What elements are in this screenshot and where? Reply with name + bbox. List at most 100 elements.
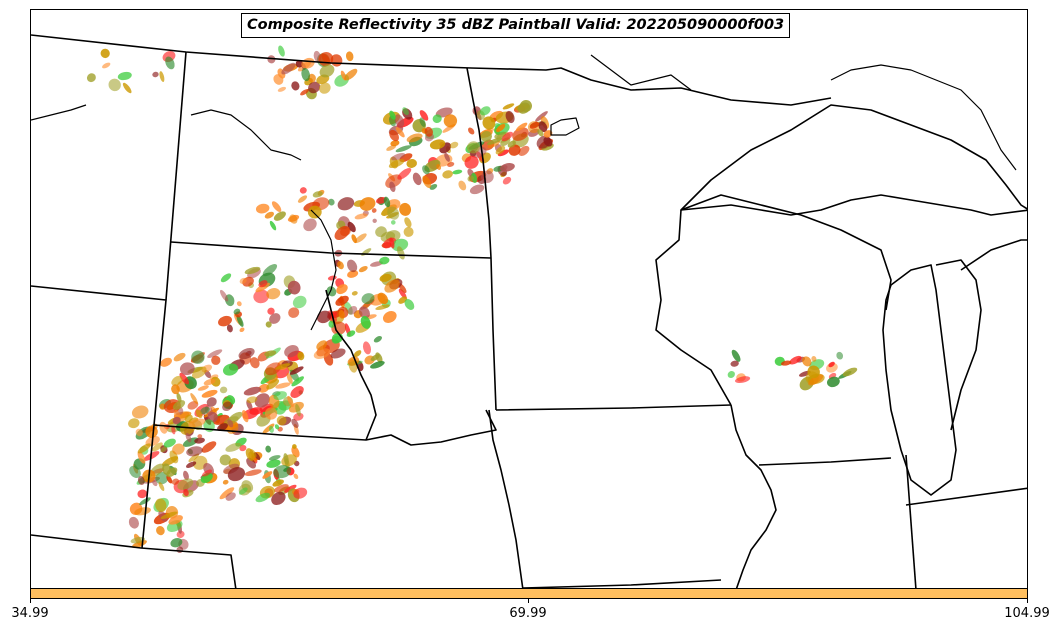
reflectivity-blob — [227, 467, 245, 482]
reflectivity-blob — [191, 350, 205, 364]
reflectivity-blob — [328, 198, 335, 206]
reflectivity-blob — [262, 264, 278, 277]
reflectivity-blob — [395, 145, 412, 153]
reflectivity-blob — [183, 470, 189, 481]
reflectivity-blob — [293, 412, 304, 421]
reflectivity-blob — [807, 365, 820, 379]
reflectivity-blob — [190, 393, 198, 405]
reflectivity-blob — [156, 526, 165, 536]
reflectivity-blob — [159, 421, 168, 434]
reflectivity-blob — [293, 473, 299, 480]
reflectivity-blob — [265, 445, 272, 453]
reflectivity-blob — [316, 340, 328, 351]
reflectivity-blob — [449, 141, 459, 149]
reflectivity-blob — [501, 131, 513, 142]
reflectivity-blob — [137, 443, 151, 454]
reflectivity-blob — [284, 484, 297, 493]
sd-ne-border — [153, 409, 497, 446]
reflectivity-blob — [429, 139, 446, 150]
reflectivity-blob — [396, 246, 405, 260]
reflectivity-blob — [345, 51, 354, 62]
reflectivity-blob — [160, 357, 172, 367]
reflectivity-blob — [517, 102, 531, 114]
reflectivity-blob — [197, 385, 209, 391]
reflectivity-blob — [139, 497, 151, 506]
reflectivity-blob — [495, 145, 506, 155]
reflectivity-blob — [507, 140, 516, 148]
reflectivity-blob — [255, 203, 270, 214]
reflectivity-blob — [464, 155, 479, 169]
reflectivity-blob — [255, 282, 270, 293]
reflectivity-blob — [250, 357, 260, 369]
missouri-river — [325, 289, 377, 441]
reflectivity-blob — [467, 175, 474, 182]
reflectivity-blob — [160, 446, 168, 453]
reflectivity-blob — [262, 471, 273, 479]
reflectivity-blob — [458, 180, 467, 191]
colorbar-tick — [528, 599, 529, 603]
reflectivity-blob — [239, 277, 247, 284]
reflectivity-blob — [131, 405, 149, 419]
reflectivity-blob — [297, 351, 305, 361]
reflectivity-blob — [266, 379, 280, 390]
reflectivity-blob — [265, 362, 282, 376]
reflectivity-blob — [422, 175, 432, 188]
reflectivity-blob — [195, 409, 203, 419]
reflectivity-blob — [389, 181, 396, 192]
reflectivity-blob — [469, 184, 485, 195]
reflectivity-blob — [292, 444, 297, 449]
reflectivity-blob — [271, 491, 286, 506]
reflectivity-blob — [328, 320, 335, 328]
reflectivity-blob — [160, 511, 178, 519]
reflectivity-blob — [171, 375, 183, 386]
colorbar — [30, 588, 1028, 599]
reflectivity-blob — [128, 418, 140, 429]
reflectivity-blob — [258, 383, 270, 393]
reflectivity-blob — [295, 60, 304, 68]
reflectivity-blob — [269, 220, 277, 231]
reflectivity-blob — [122, 82, 132, 94]
reflectivity-blob — [479, 106, 491, 116]
reflectivity-blob — [275, 382, 291, 389]
reflectivity-blob — [362, 341, 372, 355]
reflectivity-blob — [291, 418, 299, 428]
reflectivity-blob — [354, 233, 367, 244]
map-panel — [30, 9, 1028, 589]
reflectivity-blob — [383, 196, 391, 208]
reflectivity-blob — [159, 71, 165, 83]
reflectivity-blob — [273, 391, 287, 401]
reflectivity-blob — [397, 167, 412, 180]
reflectivity-blob — [162, 463, 171, 475]
reflectivity-blob — [789, 355, 802, 365]
reflectivity-blob — [432, 114, 442, 124]
reflectivity-blob — [258, 280, 268, 288]
il-in-border — [905, 454, 917, 588]
reflectivity-blob — [303, 218, 317, 232]
reflectivity-blob — [130, 536, 145, 544]
mn-ia-border — [495, 404, 732, 411]
ia-mo-border — [522, 579, 722, 588]
reflectivity-blob — [377, 292, 389, 305]
reflectivity-blob — [220, 273, 232, 283]
reflectivity-blob — [176, 392, 182, 403]
reflectivity-blob — [241, 410, 249, 423]
reflectivity-blob — [255, 492, 271, 503]
reflectivity-blob — [395, 127, 405, 138]
reflectivity-blob — [731, 349, 741, 362]
reflectivity-blob — [220, 289, 229, 302]
reflectivity-blob — [246, 400, 253, 411]
reflectivity-blob — [334, 226, 350, 240]
reflectivity-blob — [330, 348, 346, 359]
reflectivity-blob — [389, 237, 395, 249]
mn-wi-border — [655, 209, 732, 406]
reflectivity-blob — [269, 425, 274, 433]
reflectivity-blob — [386, 144, 397, 151]
reflectivity-blob — [289, 366, 304, 375]
reflectivity-blob — [419, 110, 429, 121]
reflectivity-blob — [173, 352, 186, 362]
reflectivity-blob — [284, 345, 299, 358]
reflectivity-blob — [361, 248, 372, 256]
reflectivity-blob — [312, 191, 323, 198]
reflectivity-blob — [233, 308, 241, 315]
reflectivity-blob — [222, 401, 233, 412]
